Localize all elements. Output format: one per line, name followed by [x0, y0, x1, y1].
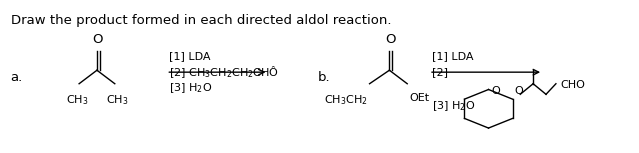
Text: CH$_3$CH$_2$: CH$_3$CH$_2$: [324, 93, 367, 107]
Text: a.: a.: [11, 71, 23, 84]
Text: OEt: OEt: [409, 93, 429, 103]
Text: O: O: [514, 86, 523, 96]
Text: [1] LDA: [1] LDA: [432, 51, 473, 61]
Text: CH$_3$: CH$_3$: [105, 93, 128, 107]
Text: [2] CH$_3$CH$_2$CH$_2$CHÔ: [2] CH$_3$CH$_2$CH$_2$CHÔ: [169, 64, 279, 80]
Text: CHO: CHO: [560, 80, 585, 90]
Text: [1] LDA: [1] LDA: [169, 51, 211, 61]
Text: O: O: [385, 33, 396, 46]
Text: b.: b.: [318, 71, 330, 84]
Text: [2]: [2]: [432, 67, 448, 77]
Text: [3] H$_2$O: [3] H$_2$O: [169, 82, 212, 95]
Text: [3] H$_2$O: [3] H$_2$O: [432, 99, 475, 113]
Text: Draw the product formed in each directed aldol reaction.: Draw the product formed in each directed…: [11, 14, 391, 27]
Text: O: O: [491, 86, 500, 96]
Text: O: O: [93, 33, 103, 46]
Text: CH$_3$: CH$_3$: [66, 93, 88, 107]
